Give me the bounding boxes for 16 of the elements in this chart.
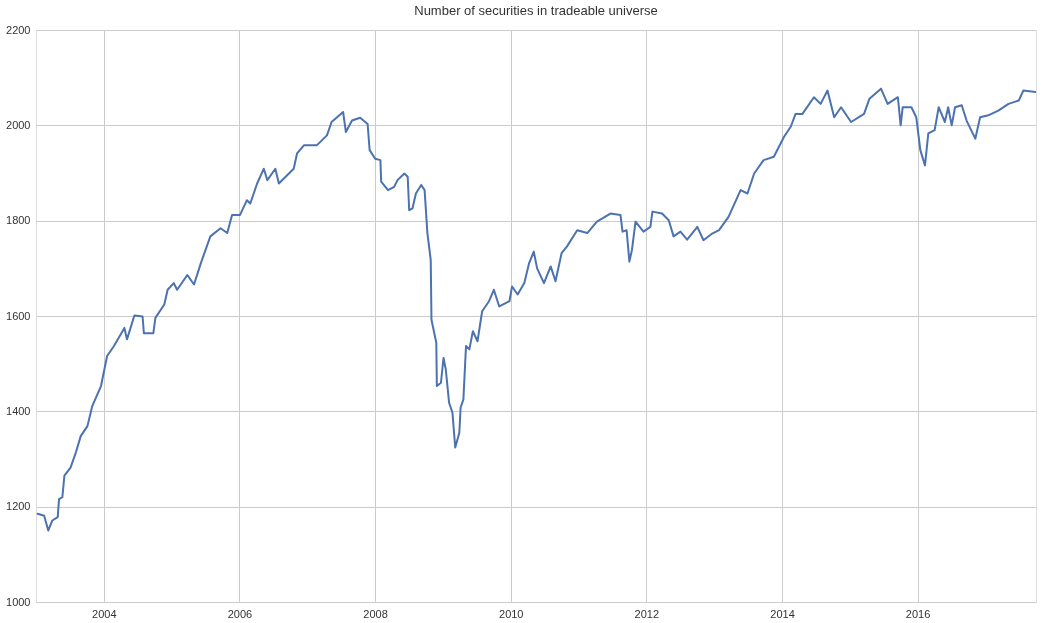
y-tick-label: 1600 (6, 309, 31, 322)
y-tick-label: 1000 (6, 595, 31, 608)
x-tick-label: 2008 (363, 607, 388, 620)
y-tick-label: 2000 (6, 118, 31, 131)
x-tick-label: 2006 (227, 607, 253, 620)
x-tick-label: 2012 (634, 607, 660, 620)
y-tick-label: 1800 (6, 214, 31, 227)
chart-title: Number of securities in tradeable universe (414, 3, 658, 18)
y-tick-label: 1200 (6, 500, 31, 513)
x-tick-label: 2014 (770, 607, 795, 620)
y-tick-label: 1400 (6, 404, 31, 417)
y-tick-label: 2200 (6, 23, 31, 36)
x-tick-label: 2010 (499, 607, 524, 620)
line-series (36, 87, 1036, 532)
x-tick-label: 2016 (905, 607, 931, 620)
x-tick-label: 2004 (92, 607, 117, 620)
